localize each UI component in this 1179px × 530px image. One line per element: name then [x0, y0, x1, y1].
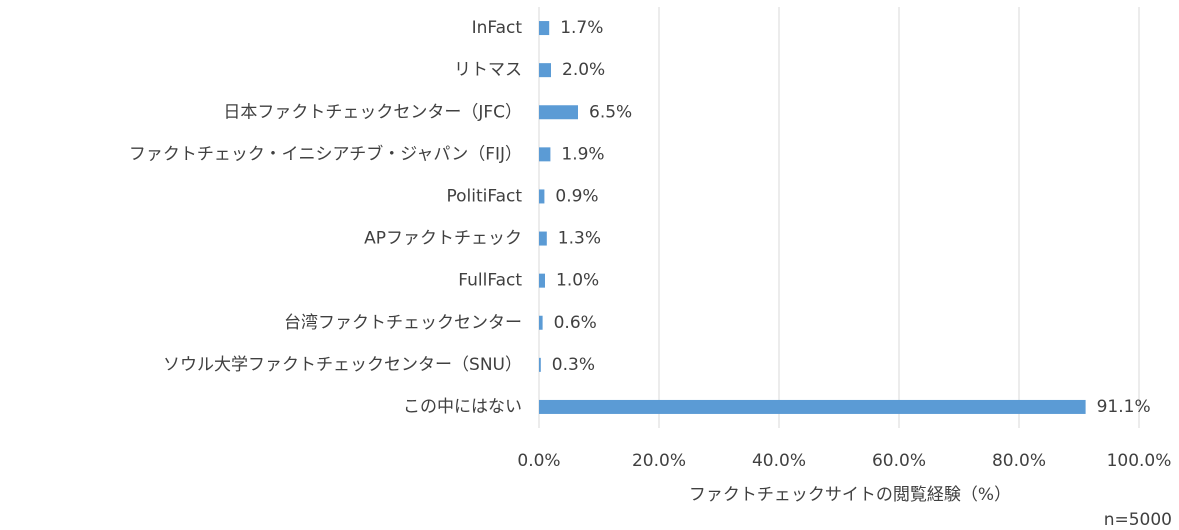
value-label: 6.5%	[589, 102, 632, 122]
y-tick-label: 日本ファクトチェックセンター（JFC）	[223, 102, 522, 122]
value-label: 1.7%	[560, 18, 603, 38]
y-tick-label: PolitiFact	[446, 186, 522, 206]
y-tick-label: リトマス	[454, 60, 522, 80]
x-tick-label: 40.0%	[752, 451, 806, 471]
x-tick-label: 80.0%	[992, 451, 1046, 471]
bar	[539, 189, 545, 204]
y-tick-label: ソウル大学ファクトチェックセンター（SNU）	[163, 355, 522, 375]
x-tick-label: 0.0%	[517, 451, 560, 471]
x-tick-label: 20.0%	[632, 451, 686, 471]
bar	[539, 21, 550, 36]
annotation: n=5000	[1104, 510, 1172, 530]
x-tick-label: 100.0%	[1107, 451, 1172, 471]
bar	[539, 273, 545, 288]
value-label: 0.3%	[552, 355, 595, 375]
value-label: 2.0%	[562, 60, 605, 80]
y-tick-label: InFact	[472, 18, 523, 38]
y-tick-label: FullFact	[458, 271, 522, 291]
x-tick-label: 60.0%	[872, 451, 926, 471]
y-tick-label: 台湾ファクトチェックセンター	[284, 313, 522, 333]
bar	[539, 231, 547, 246]
bar	[539, 147, 551, 162]
bar	[539, 315, 543, 330]
value-label: 1.3%	[558, 229, 601, 249]
value-label: 1.0%	[556, 271, 599, 291]
value-label: 1.9%	[561, 144, 604, 164]
value-label: 0.6%	[554, 313, 597, 333]
y-tick-label: この中にはない	[403, 397, 522, 417]
x-axis-label: ファクトチェックサイトの閲覧経験（%）	[689, 485, 1011, 505]
bar	[539, 357, 541, 372]
bar	[539, 399, 1086, 414]
y-tick-label: ファクトチェック・イニシアチブ・ジャパン（FIJ）	[129, 143, 522, 164]
bar	[539, 105, 578, 120]
value-label: 91.1%	[1097, 397, 1151, 417]
y-tick-label: APファクトチェック	[364, 229, 522, 249]
bar	[539, 63, 551, 78]
value-label: 0.9%	[555, 186, 598, 206]
